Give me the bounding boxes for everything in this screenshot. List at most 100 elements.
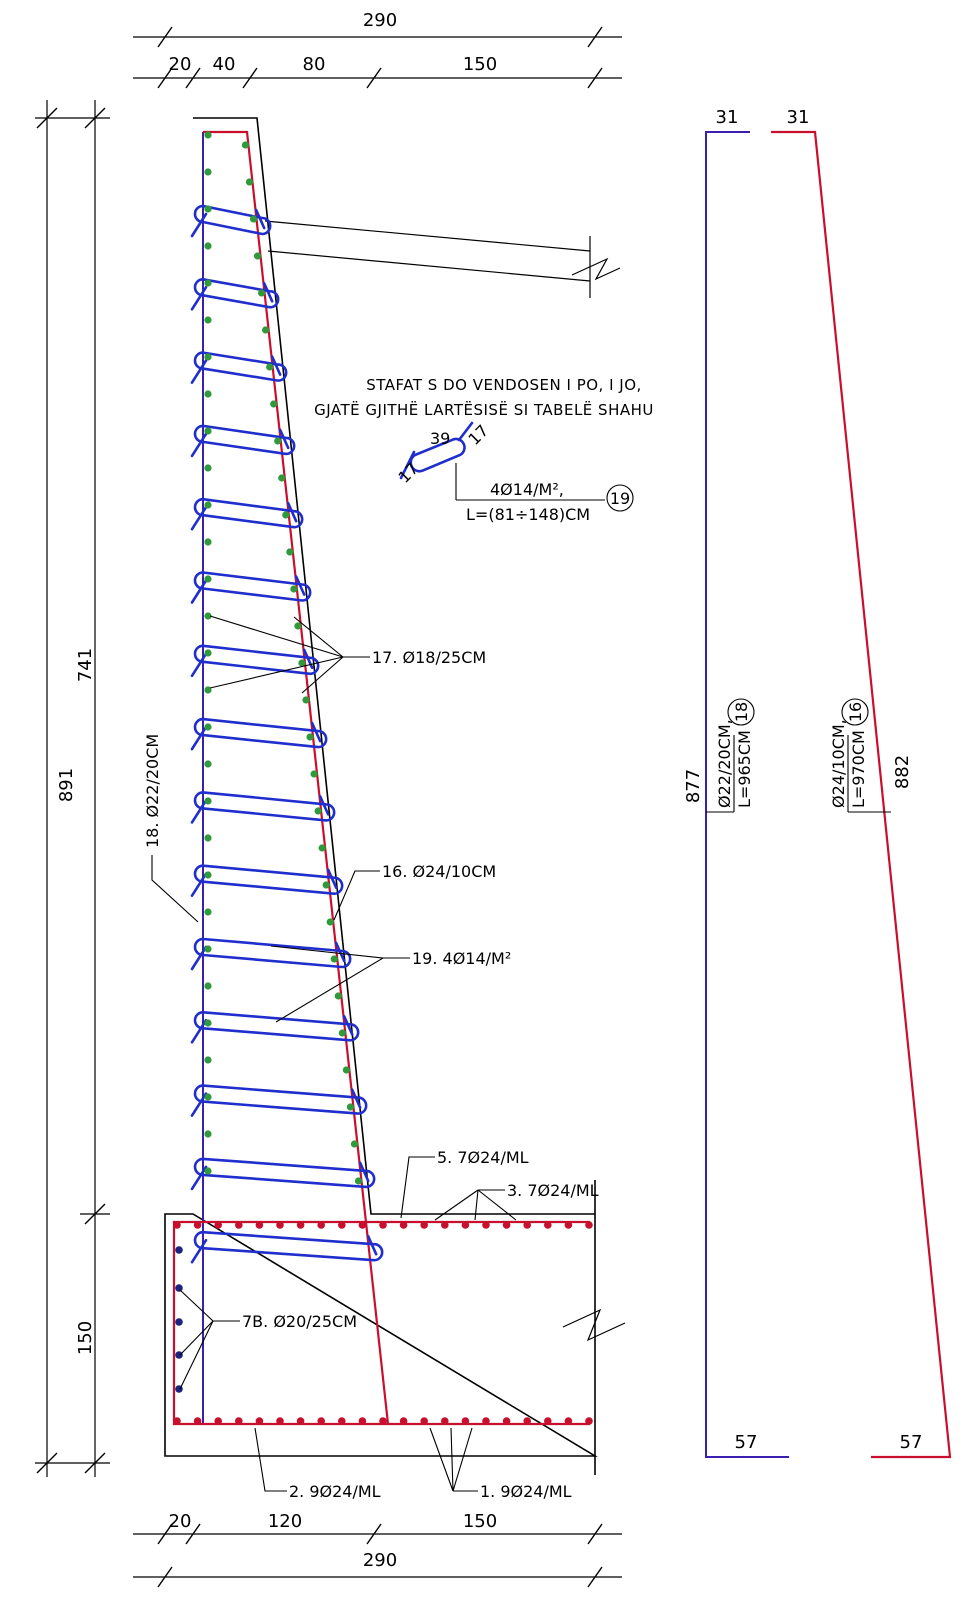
bar18-mark: 18 — [732, 702, 751, 722]
distribution-bar-outer — [262, 326, 270, 334]
distribution-bar-inner — [204, 1167, 212, 1175]
bar16-mark: 16 — [846, 702, 865, 722]
label-bar-7b: 7B. Ø20/25CM — [179, 1289, 357, 1390]
schedule-bar-16: 31 57 882 Ø24/10CM, L=970CM 16 — [771, 107, 952, 1459]
distribution-bar-outer — [241, 141, 250, 149]
bar18-mark-circle — [727, 698, 755, 726]
stirrup-link — [193, 424, 296, 456]
label-bar-1: 1. 9Ø24/ML — [429, 1427, 572, 1501]
footing-bar-top — [502, 1221, 511, 1229]
label-bar-18-text: 18. Ø22/20CM — [143, 734, 162, 848]
footing-bar-bottom — [338, 1417, 346, 1425]
stirrup-hook — [190, 652, 208, 678]
wall-outline — [164, 117, 598, 1457]
distribution-bar-inner — [204, 612, 212, 620]
footing-bar-bottom — [296, 1417, 305, 1425]
distribution-bar-outer — [290, 585, 298, 593]
footing-bar-bottom — [358, 1417, 367, 1425]
stirrup-detail: 39 17 17 4Ø14/M², L=(81÷148)CM 19 — [394, 421, 634, 524]
distribution-bar-outer — [278, 474, 286, 482]
distribution-bar-inner — [204, 205, 212, 213]
stirrup-link — [193, 717, 328, 749]
footing-bar-bottom — [399, 1417, 408, 1425]
stirrup-hook — [190, 579, 208, 604]
distribution-bar-inner — [204, 871, 212, 879]
distribution-bar-outer — [253, 252, 262, 260]
dim-left-741: 741 — [75, 648, 96, 682]
stirrup-link — [193, 864, 344, 896]
footing-break-symbol — [562, 1308, 626, 1342]
footing-bar-bottom — [523, 1417, 531, 1425]
bar16-length: L=970CM — [849, 730, 868, 808]
distribution-bar-outer — [274, 437, 282, 445]
distribution-bar-outer — [306, 733, 314, 741]
footing-bar-top — [585, 1221, 593, 1229]
stirrup-link — [193, 497, 304, 529]
label-bar-16: 16. Ø24/10CM — [333, 862, 496, 921]
dim-bottom-120: 120 — [268, 1511, 302, 1532]
distribution-bar-inner — [204, 945, 212, 953]
dim-left-150: 150 — [75, 1321, 96, 1355]
distribution-bar-inner — [204, 464, 212, 472]
slab-connection — [264, 220, 621, 298]
stirrup-link — [193, 1157, 376, 1189]
footing-bar-bottom — [441, 1417, 449, 1425]
distribution-bar-outer — [298, 659, 306, 667]
label-bar-2-text: 2. 9Ø24/ML — [289, 1482, 381, 1501]
distribution-bar-outer — [282, 511, 290, 519]
bar16-bottom: 57 — [900, 1432, 923, 1453]
bar16-height: 882 — [892, 755, 913, 789]
footing-bar-bottom — [461, 1417, 470, 1425]
stirrup-hook — [190, 799, 208, 824]
dim-top-80: 80 — [303, 54, 326, 75]
footing-bar-bottom — [482, 1417, 490, 1425]
footing-bar-top — [296, 1221, 305, 1229]
footing-bar-top — [399, 1221, 408, 1229]
distribution-bar-inner — [204, 390, 212, 398]
stirrup-hook — [366, 1234, 378, 1256]
stirrup-link — [193, 1084, 368, 1115]
side-bars-group — [175, 1246, 183, 1393]
stirrup-link — [193, 351, 288, 382]
stirrup-hook — [342, 1014, 354, 1036]
note-line-2: GJATË GJITHË LARTËSISË SI TABELË SHAHU — [314, 400, 654, 419]
distribution-bar-inner — [204, 649, 212, 657]
stirrup-length: 39 — [430, 429, 450, 448]
stirrup-hook — [334, 941, 346, 963]
bar18-spec: Ø22/20CM, — [715, 719, 734, 808]
distribution-bar-inner — [204, 723, 212, 731]
dim-bottom-total: 290 — [363, 1550, 397, 1571]
stirrup-hook — [190, 212, 208, 238]
label-bar-19: 19. 4Ø14/M² — [270, 945, 511, 1023]
distribution-bar-inner — [204, 427, 212, 435]
stirrup-link — [193, 1010, 360, 1042]
distribution-bar-outer — [326, 918, 334, 926]
stirrup-hook — [318, 795, 330, 816]
footing-bar-bottom — [235, 1417, 243, 1425]
distribution-bar-inner — [204, 242, 212, 250]
distribution-bar-inner — [204, 797, 212, 805]
label-bar-7b-text: 7B. Ø20/25CM — [242, 1312, 357, 1331]
footing-bar-bottom — [214, 1417, 222, 1425]
footing-bar-bottom — [173, 1417, 181, 1425]
footing-bar-top — [441, 1221, 449, 1229]
stirrup-hook — [190, 285, 208, 311]
note-line-1: STAFAT S DO VENDOSEN I PO, I JO, — [366, 376, 642, 394]
distribution-bar-inner — [204, 131, 212, 139]
schedule-bar-18: 31 57 877 Ø22/20CM, L=965CM 18 — [683, 107, 789, 1458]
footing-bar-top — [214, 1221, 222, 1229]
distribution-bar-outer — [318, 844, 326, 852]
distribution-bar-outer — [350, 1140, 359, 1148]
stirrup-mark: 19 — [610, 489, 630, 508]
stirrup-hook — [326, 868, 338, 890]
footing-bar-top — [173, 1221, 181, 1229]
side-bar-7b — [175, 1351, 183, 1359]
distribution-bar-outer — [266, 363, 274, 371]
stirrup-hook — [350, 1088, 362, 1109]
footing-bar-bottom — [276, 1417, 284, 1425]
footing-bar-bottom — [420, 1417, 429, 1425]
distribution-bar-inner — [204, 760, 212, 768]
footing-bar-bottom — [502, 1417, 511, 1425]
stirrup-link — [193, 644, 320, 676]
stirrup-note: STAFAT S DO VENDOSEN I PO, I JO, GJATË G… — [314, 376, 654, 419]
